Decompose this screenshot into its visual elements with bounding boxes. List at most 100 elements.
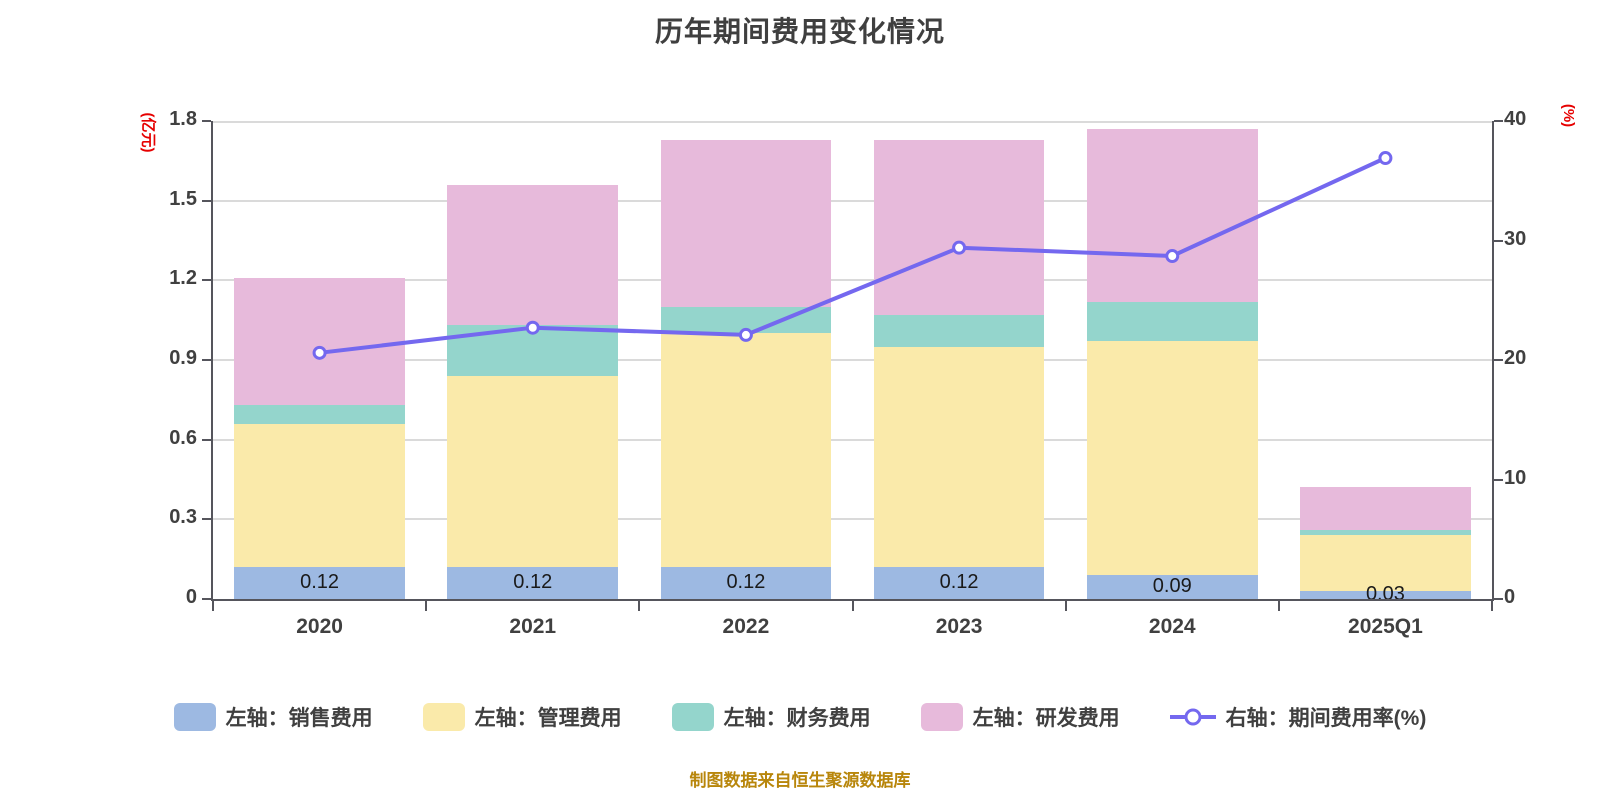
bar-segment[interactable] bbox=[234, 423, 405, 568]
bar-segment[interactable] bbox=[447, 375, 618, 568]
left-axis-unit-wrap: (亿元) bbox=[134, 102, 164, 162]
gridline bbox=[213, 279, 1492, 282]
rate-line bbox=[319, 156, 1387, 355]
right-axis-tick-label: 0 bbox=[1504, 586, 1516, 608]
left-axis-tick-label: 1.2 bbox=[169, 267, 197, 290]
legend-item[interactable]: 左轴：研发费用 bbox=[920, 702, 1120, 732]
right-axis-tick-label: 10 bbox=[1504, 466, 1527, 489]
legend-swatch bbox=[920, 703, 963, 731]
bar-segment[interactable] bbox=[1300, 591, 1471, 599]
left-axis-tick-label: 1.5 bbox=[169, 187, 197, 210]
x-axis-line bbox=[211, 599, 1494, 601]
bar-value-label: 0.03 bbox=[1365, 583, 1405, 599]
bar-segment[interactable] bbox=[1086, 575, 1258, 599]
left-axis-tick-label: 0.3 bbox=[169, 506, 197, 529]
bar-segment[interactable] bbox=[1086, 128, 1258, 302]
bar-segment[interactable] bbox=[447, 184, 618, 326]
left-axis-tick bbox=[202, 120, 211, 123]
right-axis-tick bbox=[1494, 359, 1503, 361]
legend-item-label: 左轴：研发费用 bbox=[972, 707, 1120, 730]
bar-value-label: 0.12 bbox=[726, 571, 766, 594]
bar-segment[interactable] bbox=[660, 333, 832, 568]
x-axis-tick bbox=[851, 601, 854, 611]
line-point[interactable] bbox=[312, 345, 327, 360]
legend-item-label: 左轴：管理费用 bbox=[474, 707, 622, 730]
plot-area: 0.12 0.12 0.12 0.12 0.09 0.03 0 0.3 0.6 0.9 1.2 1.… bbox=[140, 103, 1578, 638]
left-axis-tick bbox=[202, 598, 211, 600]
line-point[interactable] bbox=[1165, 249, 1180, 264]
right-axis-tick-label: 40 bbox=[1504, 108, 1527, 130]
x-axis-label: 2022 bbox=[722, 615, 770, 638]
line-point[interactable] bbox=[1378, 151, 1393, 166]
x-axis-label: 2023 bbox=[935, 615, 983, 638]
legend-item-label: 左轴：销售费用 bbox=[225, 707, 373, 730]
legend-item[interactable]: 左轴：管理费用 bbox=[422, 702, 622, 732]
right-axis-unit-wrap: (%) bbox=[1554, 85, 1584, 145]
gridline bbox=[213, 121, 1492, 123]
line-point[interactable] bbox=[738, 327, 753, 342]
data-source-note: 制图数据来自恒生聚源数据库 bbox=[689, 771, 911, 790]
bar-segment[interactable] bbox=[1086, 341, 1258, 576]
legend-swatch bbox=[173, 703, 216, 731]
right-axis-tick-label: 30 bbox=[1504, 227, 1527, 250]
right-axis-tick-label: 20 bbox=[1504, 347, 1527, 369]
bar-segment[interactable] bbox=[1300, 535, 1471, 592]
bar-segment[interactable] bbox=[1086, 301, 1258, 342]
bar-segment[interactable] bbox=[1300, 529, 1471, 536]
left-axis-tick bbox=[202, 518, 211, 521]
line-point[interactable] bbox=[525, 320, 540, 335]
bar-value-label: 0.12 bbox=[939, 571, 979, 594]
chart-title: 历年期间费用变化情况 bbox=[654, 16, 945, 47]
x-axis-tick bbox=[638, 601, 641, 611]
gridline bbox=[213, 359, 1492, 361]
bar-segment[interactable] bbox=[234, 405, 405, 424]
right-axis-line bbox=[1492, 121, 1494, 601]
legend-item[interactable]: 左轴：财务费用 bbox=[671, 702, 871, 732]
x-axis-tick bbox=[1064, 601, 1067, 611]
x-axis-label: 2025Q1 bbox=[1348, 615, 1423, 638]
right-axis-tick bbox=[1494, 478, 1503, 481]
right-axis-tick bbox=[1494, 598, 1503, 600]
gridline bbox=[213, 199, 1492, 202]
gridline bbox=[213, 518, 1492, 521]
left-axis-tick-label: 1.8 bbox=[169, 108, 197, 130]
line-point[interactable] bbox=[952, 240, 967, 255]
x-axis-label: 2020 bbox=[296, 615, 343, 638]
bar-value-label: 0.12 bbox=[300, 571, 340, 594]
bar-value-label: 0.12 bbox=[513, 571, 553, 594]
legend-line-marker bbox=[1169, 708, 1216, 726]
line-series-layer bbox=[312, 151, 1393, 360]
bar-segment[interactable] bbox=[234, 277, 405, 406]
bar-segment[interactable] bbox=[873, 314, 1045, 347]
gridline bbox=[213, 438, 1492, 441]
legend-swatch bbox=[422, 703, 465, 731]
bar-segment[interactable] bbox=[660, 139, 832, 307]
legend-swatch bbox=[671, 703, 714, 731]
bar-segment[interactable] bbox=[873, 346, 1045, 568]
left-axis-tick bbox=[202, 359, 211, 361]
x-axis-tick bbox=[425, 601, 428, 611]
left-axis-tick bbox=[202, 279, 211, 282]
x-axis-label: 2024 bbox=[1148, 615, 1196, 638]
left-axis-tick-label: 0.9 bbox=[169, 347, 197, 369]
legend-item[interactable]: 左轴：销售费用 bbox=[173, 702, 373, 732]
x-axis-label: 2021 bbox=[509, 615, 557, 638]
left-axis-line bbox=[211, 121, 213, 601]
bar-segment[interactable] bbox=[873, 567, 1045, 599]
right-axis-tick bbox=[1494, 120, 1503, 122]
bar-segment[interactable] bbox=[1300, 487, 1471, 530]
bar-segment[interactable] bbox=[660, 567, 832, 599]
legend-item[interactable]: 右轴：期间费用率(%) bbox=[1169, 702, 1427, 732]
legend-item-label: 左轴：财务费用 bbox=[723, 707, 871, 730]
bar-segment[interactable] bbox=[234, 567, 405, 599]
left-axis-tick bbox=[202, 438, 211, 441]
right-axis-tick bbox=[1494, 239, 1503, 242]
bar-segment[interactable] bbox=[873, 139, 1045, 315]
legend-item-label: 右轴：期间费用率(%) bbox=[1225, 707, 1427, 730]
x-axis-tick bbox=[1277, 601, 1280, 611]
bar-segment[interactable] bbox=[447, 567, 618, 599]
left-axis-tick-label: 0.6 bbox=[169, 426, 197, 449]
left-axis-tick bbox=[202, 199, 211, 202]
bar-value-label: 0.09 bbox=[1152, 575, 1192, 598]
